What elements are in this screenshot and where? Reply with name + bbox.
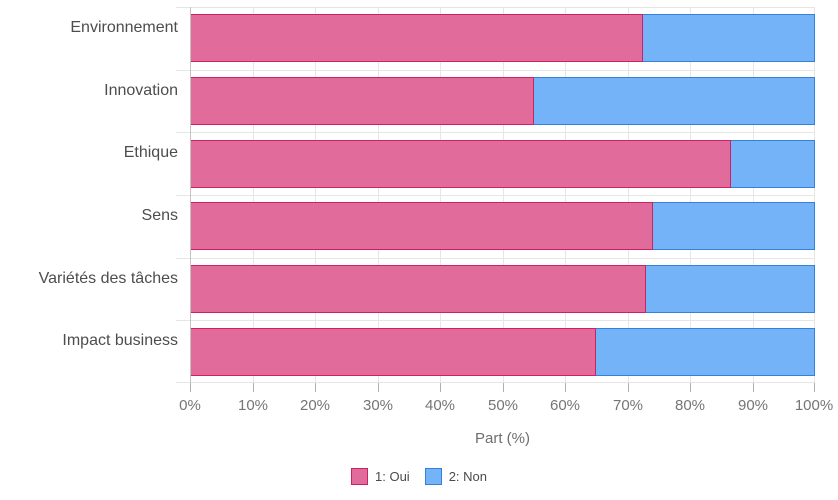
bar-segment-oui[interactable] [190, 77, 534, 125]
x-axis-tick [253, 383, 254, 392]
x-tick-label: 100% [794, 397, 834, 414]
bar-row [190, 265, 815, 313]
x-axis-tick [440, 383, 441, 392]
bar-row [190, 14, 815, 62]
legend-swatch-oui-icon [351, 468, 368, 485]
bar-segment-non[interactable] [596, 328, 815, 376]
x-tick-label: 0% [179, 397, 201, 414]
x-axis-tick [690, 383, 691, 392]
bar-segment-oui[interactable] [190, 265, 647, 313]
x-axis-tick-labels: 0% 10% 20% 30% 40% 50% 60% 70% 80% 90% 100% [179, 395, 833, 417]
legend-label-oui: 1: Oui [375, 469, 410, 484]
x-tick-label: 20% [299, 397, 331, 414]
bar-segment-oui[interactable] [190, 14, 644, 62]
gridline-horizontal [176, 258, 815, 259]
x-tick-label: 80% [674, 397, 706, 414]
category-label: Impact business [62, 332, 178, 349]
x-axis-tick [628, 383, 629, 392]
y-axis-line [190, 7, 191, 383]
gridline-horizontal [176, 70, 815, 71]
x-tick-label: 10% [237, 397, 269, 414]
gridline-horizontal [176, 382, 815, 383]
category-label: Ethique [123, 144, 178, 161]
gridline-horizontal [176, 132, 815, 133]
bar-segment-non[interactable] [643, 14, 815, 62]
x-axis-tick [814, 383, 815, 392]
plot-area [176, 7, 815, 392]
bar-segment-oui[interactable] [190, 328, 597, 376]
gridline-horizontal [176, 7, 815, 8]
bar-row [190, 328, 815, 376]
legend: 1: Oui 2: Non [0, 468, 838, 485]
category-axis-labels: Environnement Innovation Ethique Sens Variét… [0, 0, 178, 500]
bar-row [190, 202, 815, 250]
x-tick-label: 40% [424, 397, 456, 414]
legend-item-non[interactable]: 2: Non [424, 468, 487, 485]
gridline-horizontal [176, 195, 815, 196]
x-tick-label: 50% [487, 397, 519, 414]
x-axis-tick [565, 383, 566, 392]
x-axis-title: Part (%) [474, 430, 530, 447]
x-axis-tick [190, 383, 191, 392]
x-tick-label: 60% [549, 397, 581, 414]
category-label: Environnement [70, 19, 178, 36]
bar-row [190, 140, 815, 188]
x-tick-label: 70% [612, 397, 644, 414]
bar-segment-oui[interactable] [190, 140, 731, 188]
x-tick-label: 90% [737, 397, 769, 414]
bar-segment-oui[interactable] [190, 202, 653, 250]
bar-row [190, 77, 815, 125]
legend-label-non: 2: Non [448, 469, 487, 484]
legend-item-oui[interactable]: 1: Oui [351, 468, 410, 485]
bar-segment-non[interactable] [652, 202, 815, 250]
category-label: Sens [141, 207, 178, 224]
legend-swatch-non-icon [424, 468, 442, 485]
x-axis-tick [503, 383, 504, 392]
x-axis-tick [378, 383, 379, 392]
gridline-horizontal [176, 320, 815, 321]
x-axis-tick [753, 383, 754, 392]
category-label: Innovation [104, 82, 178, 99]
x-axis-tick [315, 383, 316, 392]
bar-segment-non[interactable] [646, 265, 815, 313]
bar-segment-non[interactable] [730, 140, 815, 188]
x-tick-label: 30% [362, 397, 394, 414]
category-label: Variétés des tâches [38, 270, 178, 287]
bar-segment-non[interactable] [533, 77, 815, 125]
